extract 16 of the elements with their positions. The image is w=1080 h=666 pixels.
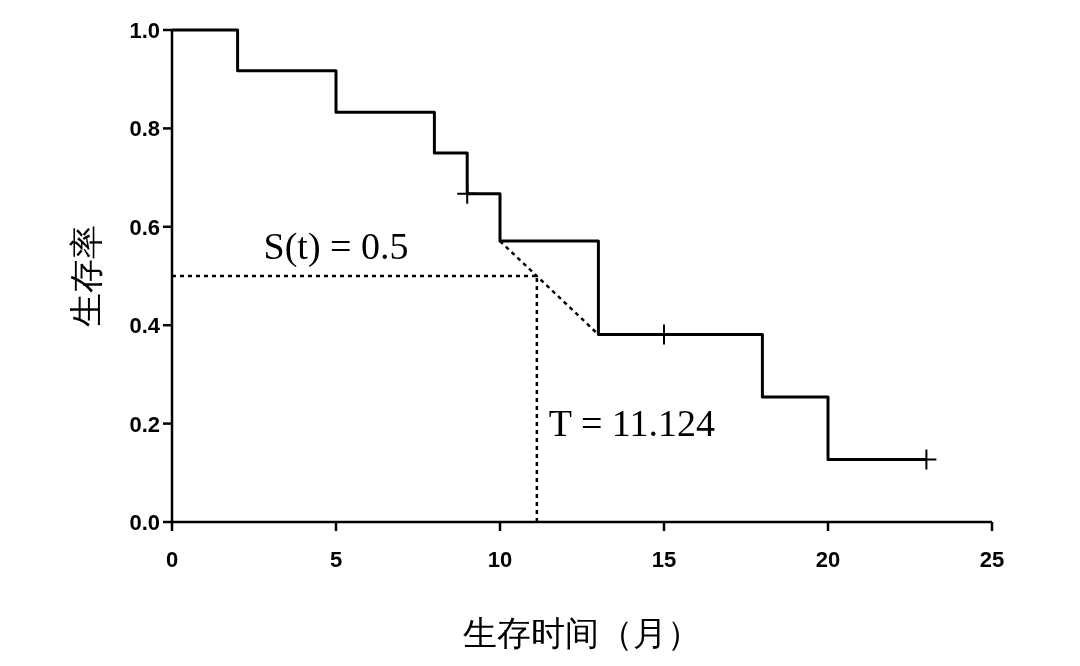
- y-tick-label: 0.4: [129, 313, 161, 339]
- x-tick-label: 5: [329, 547, 343, 572]
- annotation: T = 11.124: [548, 401, 715, 444]
- y-tick-label: 1.0: [129, 18, 160, 43]
- x-axis-title: 生存时间（月）: [463, 615, 701, 652]
- y-tick-label: 0.6: [129, 214, 160, 240]
- y-tick-label: 0.2: [129, 411, 160, 437]
- x-tick-label: 15: [651, 547, 677, 572]
- x-tick-label: 10: [487, 547, 513, 572]
- x-tick-label: 20: [815, 547, 841, 572]
- y-tick-label: 0.8: [129, 116, 160, 142]
- x-tick-label: 25: [979, 547, 1005, 572]
- annotation: S(t) = 0.5: [263, 225, 409, 268]
- x-tick-label: 0: [165, 547, 179, 572]
- y-tick-label: 0.0: [129, 510, 160, 535]
- y-axis-title: 生存率: [68, 225, 105, 327]
